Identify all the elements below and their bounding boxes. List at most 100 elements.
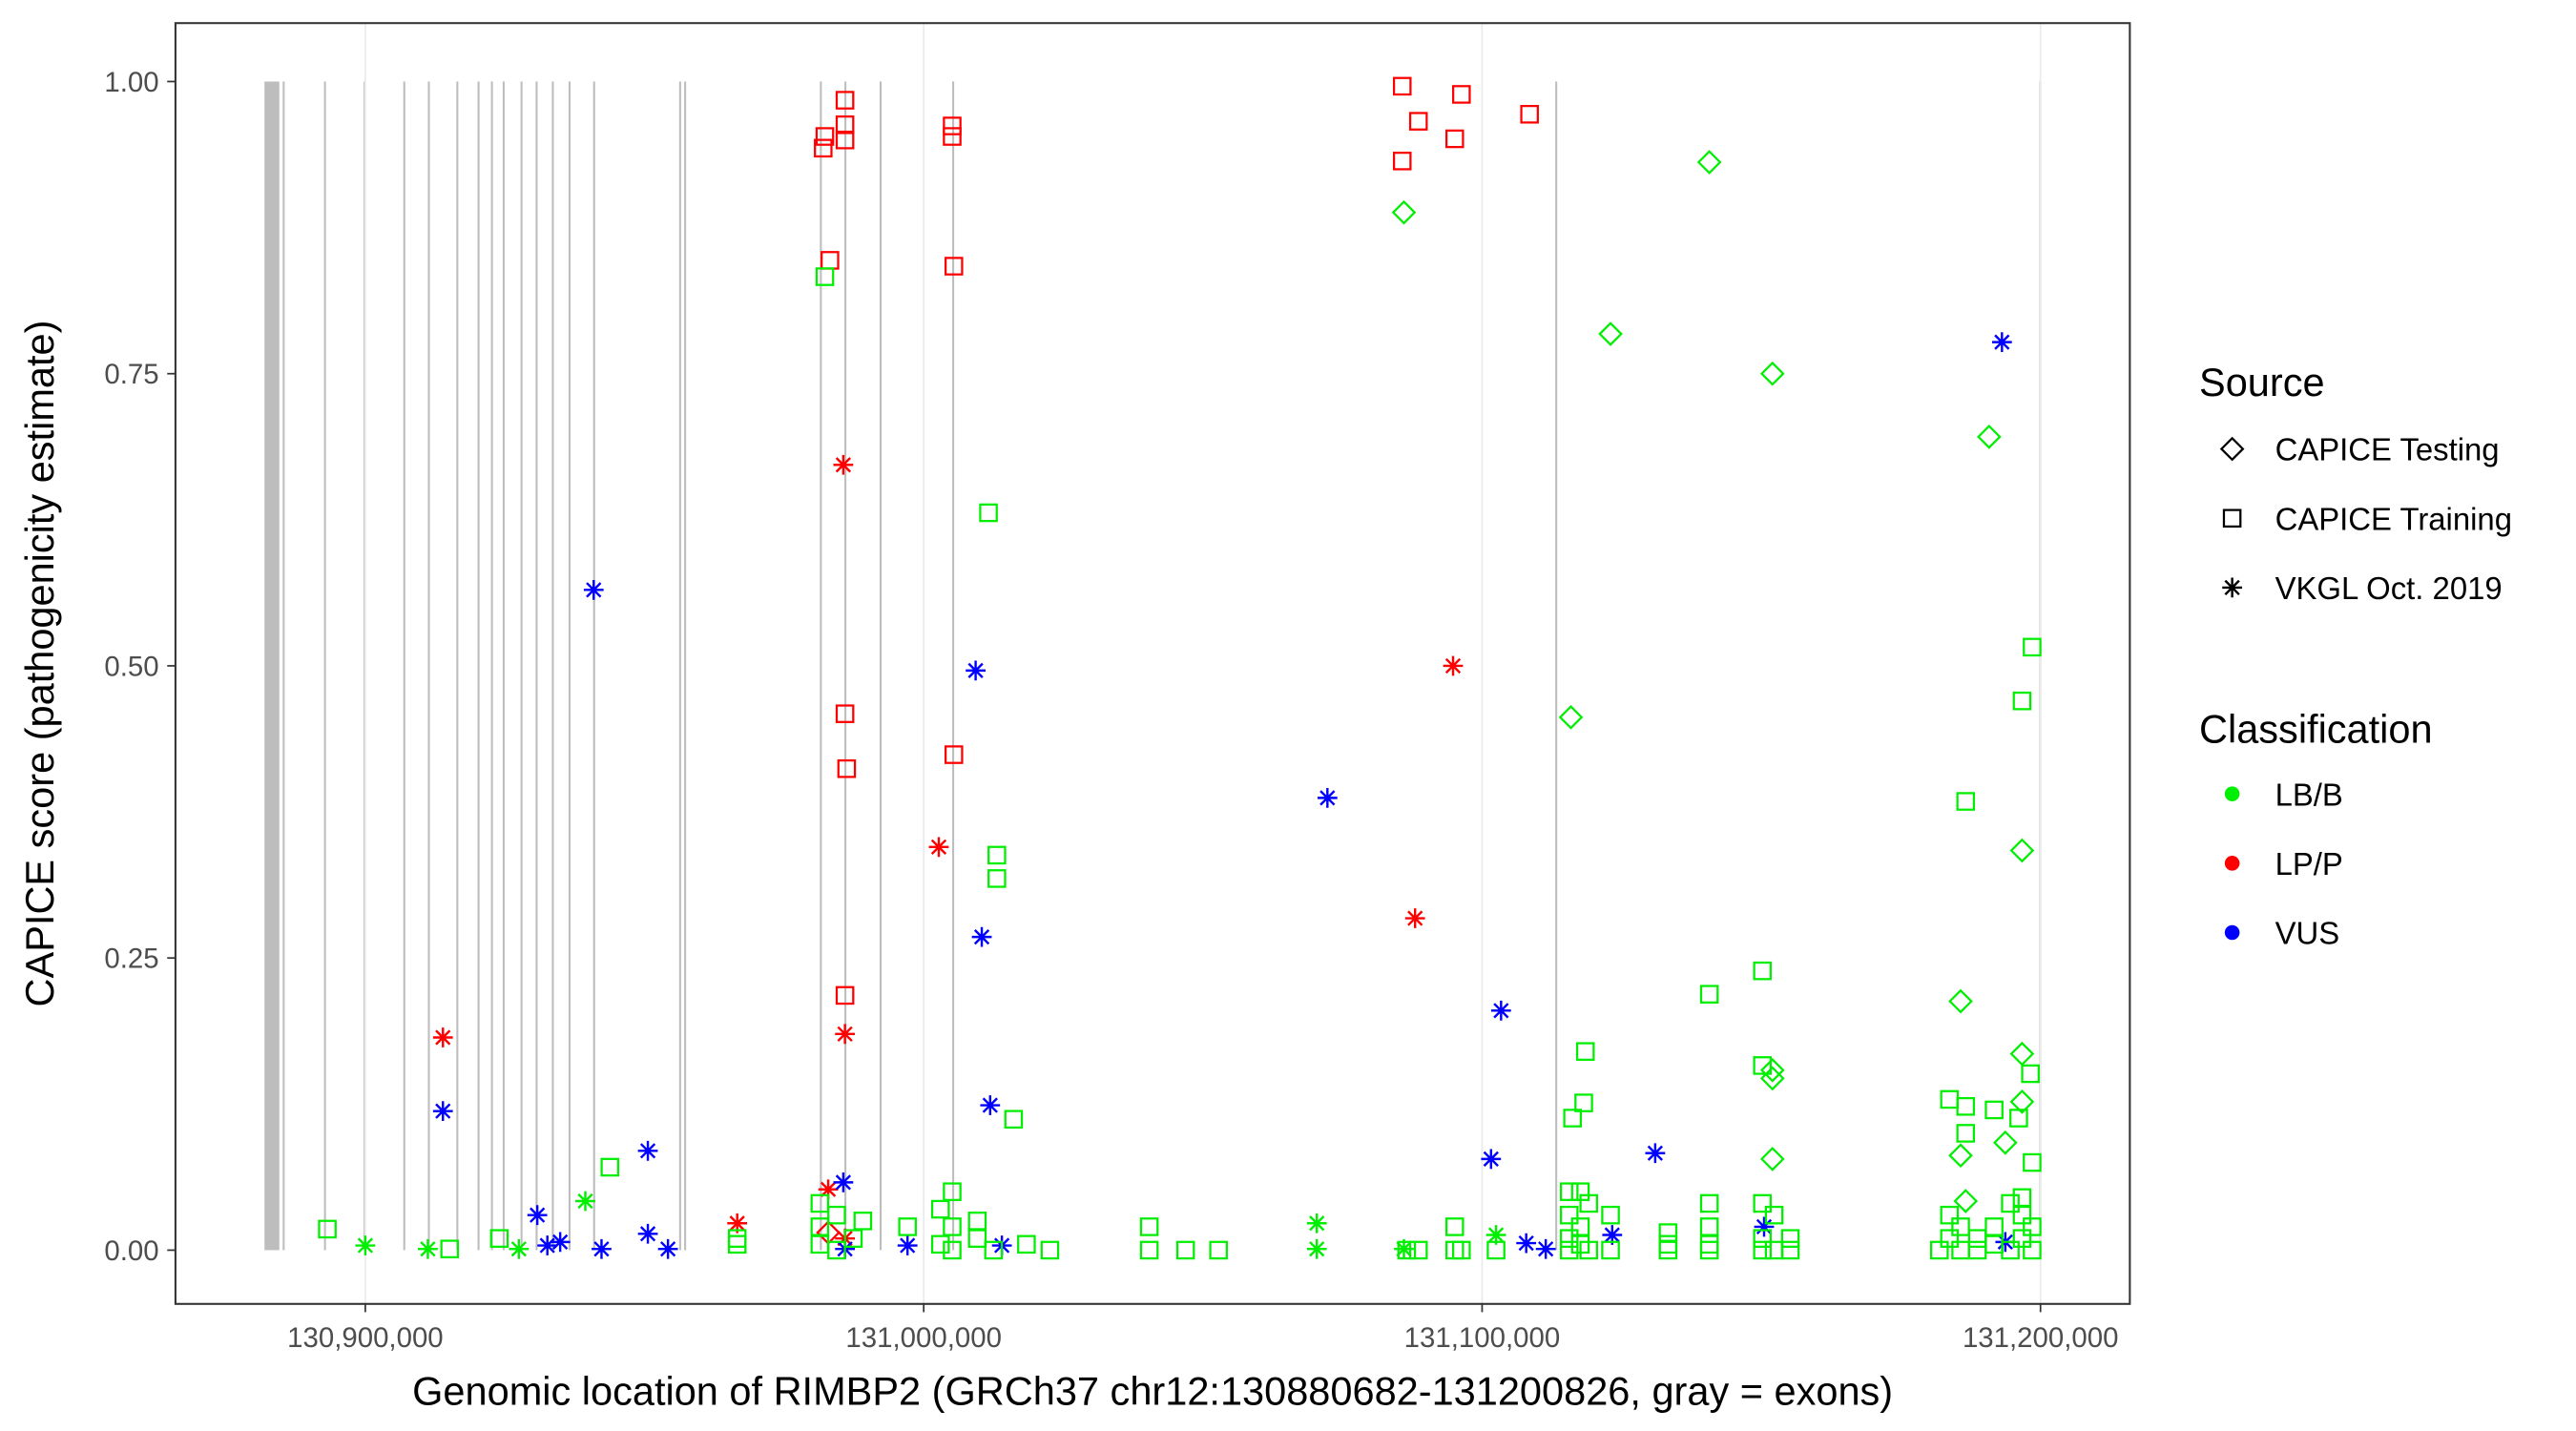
data-point [1759,361,1785,386]
data-point [657,1238,678,1259]
data-point [1956,792,1976,811]
exon-band [535,81,538,1251]
exon-band [844,81,847,1251]
exon-band [490,81,493,1251]
data-point [1017,1234,1036,1255]
data-point [583,579,604,600]
data-point [592,1238,612,1259]
exon-band [820,81,822,1251]
gridlines [364,23,2042,1304]
data-point [943,116,962,135]
data-point [967,1229,987,1248]
data-point [987,869,1007,888]
data-point [1753,1193,1773,1213]
diamond-icon [2219,436,2245,462]
data-point [2012,1229,2032,1248]
data-point [432,1027,453,1047]
x-tick-label: 131,100,000 [1404,1322,1561,1354]
data-point [1579,1240,1599,1260]
data-point [1209,1240,1228,1260]
data-point [1443,655,1464,676]
data-point [930,1234,950,1255]
data-point [1953,1189,1979,1213]
data-point [966,660,986,681]
square-icon [2222,508,2242,529]
data-point [1992,1130,2018,1155]
exon-band [427,81,430,1251]
data-point [827,1205,846,1225]
data-point [1579,1193,1599,1213]
data-point [1392,151,1412,171]
y-axis-ticks: 0.00 0.25 0.50 0.75 1.00 [104,67,176,1267]
data-point [945,745,964,764]
data-point [1602,1225,1623,1245]
data-point [727,1229,747,1248]
data-point [2012,691,2032,711]
data-point [1306,1213,1327,1234]
data-point [1516,1233,1537,1254]
data-point [1764,1205,1784,1225]
series-vkgl-oct-2019-lbb [355,1191,1506,1259]
data-point [1753,1056,1773,1075]
data-point [2023,1217,2042,1236]
data-point [1940,1205,1960,1225]
data-point [1397,1240,1417,1260]
data-point [1754,1216,1775,1237]
data-point [1139,1217,1159,1236]
data-point [1956,1096,1976,1116]
data-point [943,127,962,146]
data-point [1991,332,2012,353]
legend-source-item: CAPICE Testing [2275,432,2500,467]
data-point [815,267,835,286]
data-point [1040,1240,1060,1260]
data-point [432,1101,453,1122]
data-point [489,1229,509,1248]
y-tick-label: 0.50 [104,651,158,682]
data-point [833,1172,854,1192]
data-point [1759,1147,1785,1172]
data-point [833,454,854,475]
data-points [318,76,2042,1260]
data-point [1490,1000,1511,1021]
x-axis-title: Genomic location of RIMBP2 (GRCh37 chr12… [412,1368,1893,1413]
data-point [2023,1152,2042,1172]
data-point [835,985,855,1006]
y-tick-label: 0.25 [104,944,158,975]
data-point [1408,1240,1428,1260]
data-point [2012,1205,2032,1225]
data-point [1559,1229,1579,1248]
data-point [440,1239,460,1258]
y-tick-label: 0.00 [104,1235,158,1267]
data-point [835,704,855,723]
y-tick-label: 1.00 [104,67,158,98]
data-point [1951,1217,1970,1236]
data-point [1940,1229,1960,1248]
dot-icon [2224,856,2240,871]
data-point [2023,637,2042,657]
data-point [1645,1143,1666,1164]
data-point [2009,1109,2028,1128]
data-point [637,1140,658,1161]
data-point [1563,1109,1583,1128]
series-capice-training-lbb [318,267,2042,1260]
exon-band [502,81,505,1251]
y-axis-title: CAPICE score (pathogenicity estimate) [17,321,62,1007]
data-point [1977,425,2002,449]
x-axis-ticks: 130,900,000 131,000,000 131,100,000 131,200… [287,1303,2118,1354]
y-tick-label: 0.75 [104,359,158,390]
data-point [1391,199,1417,225]
data-point [355,1235,376,1255]
data-point [1753,961,1773,981]
data-point [1452,1240,1471,1260]
data-point [1699,985,1719,1004]
data-point [1404,908,1425,928]
data-point [1699,1193,1719,1213]
data-point [1139,1240,1159,1260]
data-point [1601,1205,1620,1225]
data-point [1558,705,1584,730]
data-point [1984,1100,2004,1120]
data-point [835,115,855,135]
data-point [897,1235,918,1255]
data-point [1559,1205,1579,1225]
